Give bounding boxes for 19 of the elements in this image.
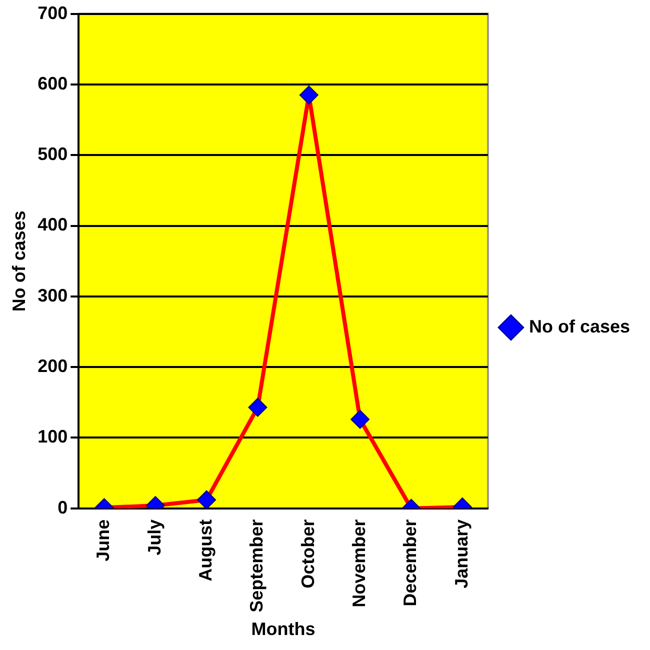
y-tick-label: 300 [38, 285, 68, 306]
x-tick-label: August [196, 519, 216, 582]
x-tick-label: July [144, 519, 164, 556]
y-tick-label: 200 [38, 356, 68, 376]
y-tick-label: 400 [38, 214, 68, 235]
x-axis-title: Months [251, 619, 316, 640]
x-tick-label: October [298, 519, 318, 588]
y-tick-label: 600 [38, 73, 68, 94]
y-tick-label: 500 [38, 144, 68, 164]
legend-label: No of cases [528, 316, 630, 336]
x-tick-label: November [349, 519, 370, 608]
y-tick-label: 100 [38, 426, 68, 447]
x-tick-label: December [400, 519, 420, 606]
y-axis-title: No of cases [8, 210, 29, 312]
x-tick-label: September [246, 519, 267, 612]
y-tick-label: 700 [38, 2, 68, 23]
x-tick-label: January [451, 519, 472, 588]
x-tick-label: June [93, 519, 114, 562]
y-tick-label: 0 [58, 497, 68, 518]
